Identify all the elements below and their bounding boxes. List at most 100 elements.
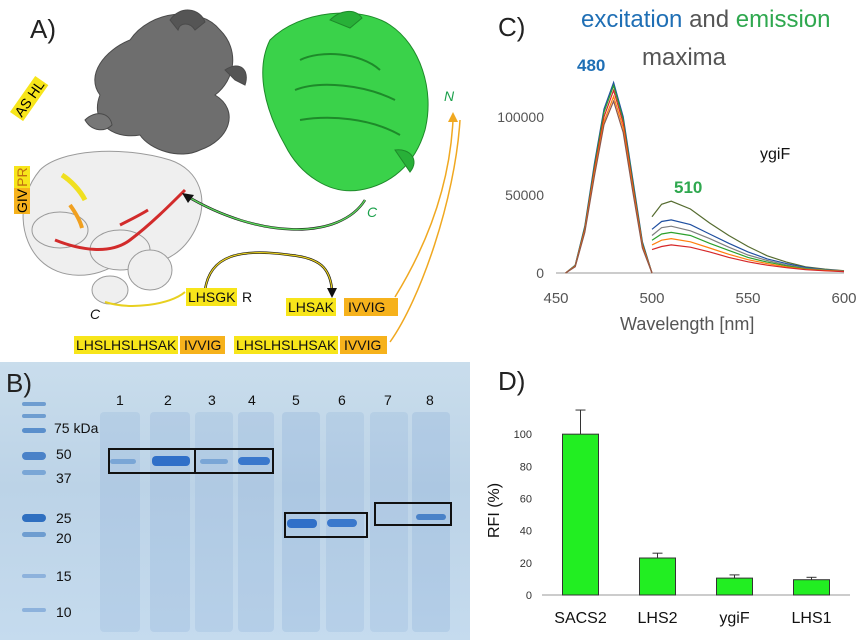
highlight-box-lanes-5-6 [284,512,368,538]
x-tick-label: 600 [831,290,856,307]
yellow-helix [60,172,88,202]
sds-page-gel: B) 75 kDa 50 37 25 20 15 10 1 2 3 4 5 6 … [0,362,470,640]
protein-structure-illustration [22,9,461,343]
y-tick-label: 50000 [505,187,544,203]
ladder-band [22,428,46,433]
lane-number-7: 7 [384,392,392,408]
category-label: LHS2 [637,610,677,627]
protein-band-faint [110,459,136,464]
excitation-series-line [565,80,653,274]
bar-lhs2 [639,557,676,596]
lane-number-8: 8 [426,392,434,408]
peak-label-480: 480 [577,56,606,75]
x-tick-label: 450 [543,290,568,307]
y-tick-label: 100 [514,429,532,441]
y-axis-label: RFI (%) [486,482,503,538]
linker-arrow-yellow [203,251,334,291]
panel-c: C) excitation and emission maxima 450 500… [470,0,865,362]
mw-marker-75: 75 kDa [54,420,99,436]
seq-r: R [242,289,253,305]
emission-series-line [651,244,845,273]
protein-band-lane-4 [238,457,270,465]
lane-smear [370,412,408,632]
protein-band-lane-6 [327,519,357,527]
x-tick-label: 500 [639,290,664,307]
lane-number-1: 1 [116,392,124,408]
mw-marker-10: 10 [56,604,72,620]
bar-sacs2 [562,433,599,596]
orange-helix [68,203,84,229]
linker-arrow-green [184,193,367,231]
y-tick-label: 0 [536,265,544,281]
ladder-band [22,470,46,475]
chart-title-line-1: excitation and emission [581,6,830,34]
protein-band-lane-2 [152,456,190,466]
emission-series-line [651,225,845,272]
lane-number-2: 2 [164,392,172,408]
givpr-label: GIVPR [14,166,30,214]
lane-smear [238,412,274,632]
title-emission: emission [735,6,831,33]
bar-ygif [716,577,753,596]
seq-lhsgk: LHSGK [186,288,238,306]
c-term-arrow [104,291,186,307]
seq-lhsak: LHSAK [286,298,336,316]
protein-band-faint [200,459,228,464]
ladder-band [22,532,46,537]
red-loop-2 [119,208,149,227]
lane-smear [412,412,450,632]
lane-smear [100,412,140,632]
y-tick-label: 100000 [497,109,544,125]
emission-series-line [651,219,845,272]
lane-number-5: 5 [292,392,300,408]
series-label-ygif: ygiF [760,146,791,163]
seq-long-4: IVVIG [340,336,388,354]
title-maxima: maxima [642,44,727,71]
lane-smear [150,412,190,632]
seq-long-2: IVVIG [180,336,226,354]
lane-smear [195,412,233,632]
mw-marker-25: 25 [56,510,72,526]
highlight-box-lanes-3-4 [194,448,274,474]
category-label: LHS1 [791,610,831,627]
gray-domain-ribbon [84,9,247,155]
lane-number-4: 4 [248,392,256,408]
ladder-band [22,574,46,578]
title-and: and [689,6,730,33]
c-terminus-label: C [90,306,101,322]
highlight-box-lanes-1-2 [108,448,196,474]
excitation-series-line [565,88,653,274]
white-domain-ribbon [22,150,203,305]
seq-ivvig: IVVIG [344,298,398,316]
c-terminus-green-label: C [367,204,378,220]
y-tick-label: 40 [520,526,532,538]
ladder-band [22,514,46,522]
category-label: ygiF [719,610,749,627]
orange-long-arrow [389,119,461,343]
ladder-band [22,452,46,460]
red-loop [54,188,187,251]
y-tick-label: 80 [520,461,532,473]
panel-a-label: A) [30,14,56,44]
mw-marker-15: 15 [56,568,72,584]
mw-marker-20: 20 [56,530,72,546]
orange-up-arrow [394,119,454,298]
lane-number-3: 3 [208,392,216,408]
mw-marker-50: 50 [56,446,72,462]
mw-marker-37: 37 [56,470,72,486]
highlight-box-lanes-7-8 [374,502,452,526]
emission-series-line [651,200,845,272]
panel-c-label: C) [498,12,526,42]
y-tick-label: 0 [526,590,532,602]
panel-b-label: B) [6,368,32,398]
green-barrel-ribbon [262,11,429,192]
rfi-bar-chart: 0 20 40 60 80 100 SACS2 LHS2 ygiF LHS1 [514,409,850,627]
excitation-series-line [565,94,653,274]
seq-long-1: LHSLHSLHSAK [74,336,179,354]
lane-number-6: 6 [338,392,346,408]
panel-a: A) [0,0,470,362]
title-excitation: excitation [581,6,683,33]
x-tick-label: 550 [735,290,760,307]
panel-d: D) 0 20 40 60 80 100 SACS2 LHS2 ygiF LHS1 RFI (%) [470,362,865,640]
y-tick-label: 60 [520,494,532,506]
